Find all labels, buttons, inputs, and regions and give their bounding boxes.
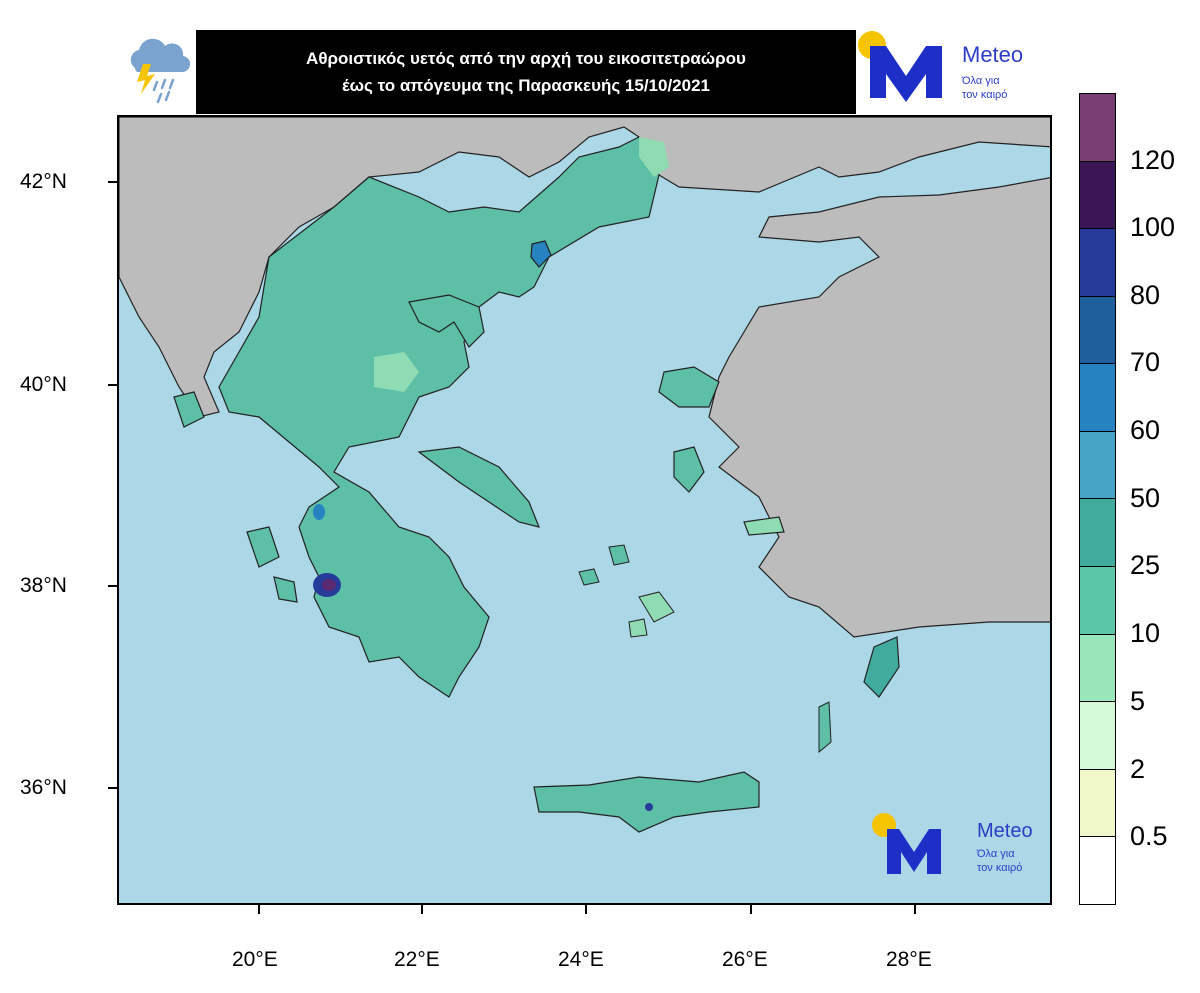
- colorbar-label: 5: [1130, 686, 1146, 716]
- map-canvas: [119, 117, 1050, 874]
- colorbar-label: 100: [1130, 212, 1176, 242]
- colorbar-label: 50: [1130, 483, 1161, 513]
- lat-label: 42°N: [20, 170, 67, 193]
- lon-tick: [421, 905, 423, 914]
- cyclades-island: [578, 568, 600, 586]
- lon-label: 26°E: [722, 948, 768, 971]
- colorbar-label: 70: [1130, 347, 1161, 377]
- colorbar-label: 80: [1130, 280, 1161, 310]
- watermark-tagline-1: Όλα για: [977, 848, 1015, 860]
- meteo-logo-icon: [858, 31, 942, 102]
- brand-tagline-1: Όλα για: [962, 75, 1000, 87]
- colorbar-label: 0.5: [1130, 821, 1168, 851]
- page-title: Αθροιστικός υετός από την αρχή του εικοσ…: [196, 30, 856, 114]
- colorbar-label: 25: [1130, 550, 1161, 580]
- lon-tick: [258, 905, 260, 914]
- colorbar-segment: [1080, 567, 1115, 635]
- light-precip-patch: [639, 137, 669, 177]
- colorbar-segment: [1080, 769, 1115, 838]
- precip-hotspot: [313, 504, 325, 520]
- colorbar-label: 10: [1130, 618, 1161, 648]
- island-evia: [417, 446, 540, 528]
- lat-tick: [108, 787, 117, 789]
- lat-label: 38°N: [20, 574, 67, 597]
- island-lesvos: [658, 366, 720, 408]
- colorbar-segment: [1080, 94, 1115, 162]
- colorbar-segment: [1080, 431, 1115, 500]
- lon-tick: [585, 905, 587, 914]
- colorbar-label: 2: [1130, 754, 1146, 784]
- colorbar-segment: [1080, 634, 1115, 703]
- island-kefalonia: [246, 526, 280, 568]
- colorbar-segment: [1080, 161, 1115, 230]
- island-rhodes: [863, 636, 900, 698]
- precipitation-colorbar: [1079, 93, 1116, 905]
- lon-label: 22°E: [394, 948, 440, 971]
- precipitation-map: Meteo Όλα για τον καιρό: [117, 115, 1052, 905]
- anatolia-landmass: [708, 177, 1050, 638]
- greek-mainland: [218, 136, 660, 698]
- title-line-1: Αθροιστικός υετός από την αρχή του εικοσ…: [306, 49, 746, 68]
- title-line-2: έως το απόγευμα της Παρασκευής 15/10/202…: [342, 76, 710, 95]
- rain-thunder-cloud-icon: [130, 38, 191, 104]
- watermark-brand-name: Meteo: [977, 820, 1033, 842]
- island-chios: [673, 446, 705, 493]
- watermark-logo: [872, 813, 941, 874]
- max-precip-hotspot-core: [322, 579, 336, 591]
- lon-label: 28°E: [886, 948, 932, 971]
- island-zakynthos: [273, 576, 298, 603]
- lon-tick: [750, 905, 752, 914]
- lon-label: 24°E: [558, 948, 604, 971]
- chalkidiki: [408, 294, 485, 348]
- colorbar-segment: [1080, 364, 1115, 432]
- island-samos: [743, 516, 785, 536]
- lon-label: 20°E: [232, 948, 278, 971]
- cyclades-island: [608, 544, 630, 566]
- lat-label: 40°N: [20, 373, 67, 396]
- brand-logo: Meteo Όλα για τον καιρό: [856, 30, 1052, 114]
- lat-tick: [108, 181, 117, 183]
- lon-tick: [914, 905, 916, 914]
- colorbar-segment: [1080, 837, 1115, 904]
- colorbar-label: 120: [1130, 145, 1176, 175]
- lat-tick: [108, 384, 117, 386]
- island-crete: [533, 771, 760, 833]
- colorbar-segment: [1080, 296, 1115, 365]
- island-corfu: [173, 391, 205, 428]
- light-precip-patch: [374, 352, 419, 392]
- weather-icon-box: [117, 30, 196, 114]
- brand-name: Meteo: [962, 42, 1024, 67]
- watermark-tagline-2: τον καιρό: [977, 862, 1023, 874]
- lat-tick: [108, 585, 117, 587]
- cyclades-island: [628, 618, 648, 638]
- cyclades-island: [638, 591, 675, 623]
- balkans-landmass: [119, 117, 1050, 418]
- colorbar-label: 60: [1130, 415, 1161, 445]
- precip-hotspot: [645, 803, 653, 811]
- island-karpathos: [818, 701, 832, 754]
- colorbar-segment: [1080, 702, 1115, 770]
- colorbar-segment: [1080, 229, 1115, 297]
- lat-label: 36°N: [20, 776, 67, 799]
- brand-tagline-2: τον καιρό: [962, 89, 1008, 101]
- island-thasos: [530, 240, 552, 268]
- colorbar-segment: [1080, 499, 1115, 568]
